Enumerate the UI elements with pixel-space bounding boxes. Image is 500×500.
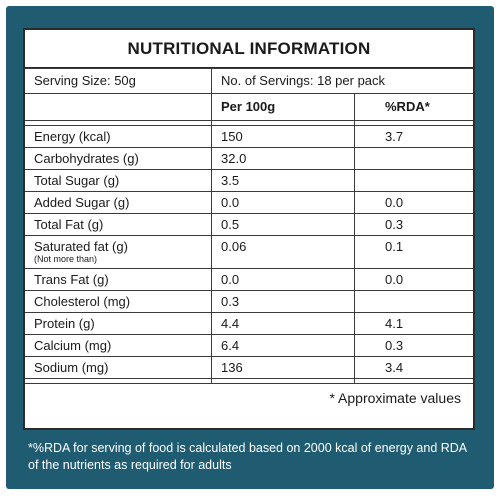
rda-value: 0.1 [354,235,473,269]
per100g-value: 32.0 [211,147,355,170]
rda-value [354,290,473,313]
label-frame: NUTRITIONAL INFORMATION Serving Size: 50… [6,6,494,489]
header-blank [25,93,212,121]
table-row: Sodium (mg) 136 3.4 [25,356,473,379]
nutrient-note: (Not more than) [34,254,98,264]
nutrient-name: Calcium (mg) [25,334,212,357]
per100g-value: 150 [211,125,355,148]
table-row: Carbohydrates (g) 32.0 [25,147,473,170]
per100g-value: 0.3 [211,290,355,313]
nutrient-name: Energy (kcal) [25,125,212,148]
rda-value: 4.1 [354,312,473,335]
rda-value: 3.7 [354,125,473,148]
rda-value: 0.0 [354,268,473,291]
nutrient-name: Added Sugar (g) [25,191,212,214]
per100g-value: 136 [211,356,355,379]
table-row: Total Sugar (g) 3.5 [25,169,473,192]
table-row: Calcium (mg) 6.4 0.3 [25,334,473,357]
header-rda: %RDA* [354,93,473,121]
nutrient-name: Protein (g) [25,312,212,335]
rda-value [354,147,473,170]
rda-value: 0.0 [354,191,473,214]
table-row: Total Fat (g) 0.5 0.3 [25,213,473,236]
header-per100g: Per 100g [211,93,355,121]
servings-per-pack: No. of Servings: 18 per pack [211,68,473,94]
rda-value: 0.3 [354,213,473,236]
panel-title: NUTRITIONAL INFORMATION [25,30,473,68]
per100g-value: 0.0 [211,268,355,291]
nutrient-name: Trans Fat (g) [25,268,212,291]
nutrient-name-cell: Saturated fat (g) (Not more than) [25,235,212,269]
per100g-value: 4.4 [211,312,355,335]
nutrient-name: Total Sugar (g) [25,169,212,192]
rda-value [354,169,473,192]
nutrition-panel: NUTRITIONAL INFORMATION Serving Size: 50… [23,28,475,430]
nutrient-name: Sodium (mg) [25,356,212,379]
nutrient-name: Saturated fat (g) [34,239,128,254]
per100g-value: 3.5 [211,169,355,192]
table-row: Saturated fat (g) (Not more than) 0.06 0… [25,235,473,269]
per100g-value: 0.5 [211,213,355,236]
approximate-values-note: * Approximate values [25,383,473,413]
serving-row: Serving Size: 50g No. of Servings: 18 pe… [25,68,473,94]
serving-size: Serving Size: 50g [25,68,212,94]
spacer-row [25,120,473,126]
table-row: Added Sugar (g) 0.0 0.0 [25,191,473,214]
per100g-value: 0.0 [211,191,355,214]
per100g-value: 6.4 [211,334,355,357]
spacer-row [25,378,473,383]
table-row: Energy (kcal) 150 3.7 [25,125,473,148]
rda-value: 0.3 [354,334,473,357]
nutrient-name: Total Fat (g) [25,213,212,236]
table-row: Cholesterol (mg) 0.3 [25,290,473,313]
per100g-value: 0.06 [211,235,355,269]
table-row: Protein (g) 4.4 4.1 [25,312,473,335]
rda-footnote: *%RDA for serving of food is calculated … [28,441,467,472]
table-row: Trans Fat (g) 0.0 0.0 [25,268,473,291]
nutrition-table: Serving Size: 50g No. of Servings: 18 pe… [25,68,473,383]
nutrient-name: Carbohydrates (g) [25,147,212,170]
header-row: Per 100g %RDA* [25,93,473,121]
nutrient-name: Cholesterol (mg) [25,290,212,313]
rda-value: 3.4 [354,356,473,379]
